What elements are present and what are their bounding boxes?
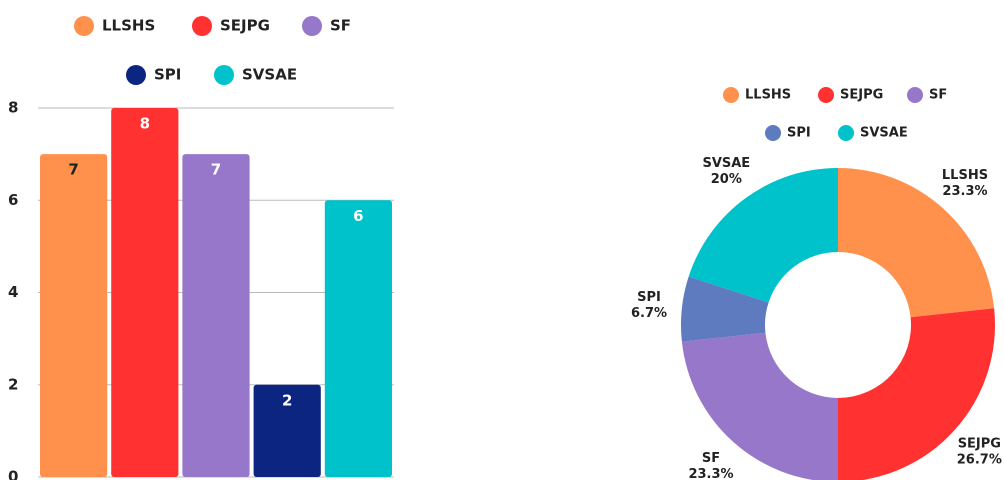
legend-label: SPI — [154, 66, 181, 84]
y-tick-label: 4 — [8, 283, 18, 301]
y-tick-label: 6 — [8, 191, 18, 209]
legend-marker — [214, 65, 234, 85]
y-tick-label: 0 — [8, 468, 18, 480]
legend-marker — [192, 16, 212, 36]
legend-label: SVSAE — [860, 126, 908, 141]
slice-label-value: 6.7% — [631, 306, 667, 321]
bar-value-label: 8 — [140, 115, 150, 133]
slice-label-name: SEJPG — [958, 436, 1001, 451]
legend-label: LLSHS — [745, 88, 791, 103]
slice-label-name: SF — [702, 451, 720, 466]
y-tick-label: 2 — [8, 375, 18, 393]
slice-label-name: LLSHS — [942, 168, 988, 183]
legend-marker — [302, 16, 322, 36]
bar — [111, 108, 178, 477]
legend-marker — [818, 87, 834, 103]
legend-label: SEJPG — [840, 88, 883, 103]
bar — [182, 154, 249, 477]
y-tick-label: 8 — [8, 99, 18, 117]
bar-value-label: 7 — [211, 161, 221, 179]
slice-label-name: SPI — [637, 290, 661, 305]
bar-value-label: 6 — [353, 207, 363, 225]
legend-marker — [723, 87, 739, 103]
legend-label: SVSAE — [242, 66, 297, 84]
slice-label-value: 20% — [711, 172, 742, 187]
legend-marker — [74, 16, 94, 36]
bar-value-label: 7 — [68, 161, 78, 179]
legend-label: SEJPG — [220, 17, 270, 35]
bar — [325, 200, 392, 477]
legend-label: SF — [330, 17, 351, 35]
legend-marker — [907, 87, 923, 103]
legend-marker — [765, 125, 781, 141]
bar-value-label: 2 — [282, 391, 292, 409]
slice-label-value: 23.3% — [942, 184, 987, 199]
legend-label: SF — [929, 88, 947, 103]
bar — [40, 154, 107, 477]
donut-slice — [689, 168, 838, 302]
legend-label: SPI — [787, 126, 811, 141]
legend-marker — [838, 125, 854, 141]
slice-label-name: SVSAE — [702, 156, 750, 171]
legend-label: LLSHS — [102, 17, 155, 35]
slice-label-value: 23.3% — [688, 467, 733, 480]
legend-marker — [126, 65, 146, 85]
slice-label-value: 26.7% — [957, 452, 1002, 467]
page: 02468LLSHS7SEJPG8SF7SPI2SVSAE6LLSHS23.3%… — [0, 0, 1004, 480]
